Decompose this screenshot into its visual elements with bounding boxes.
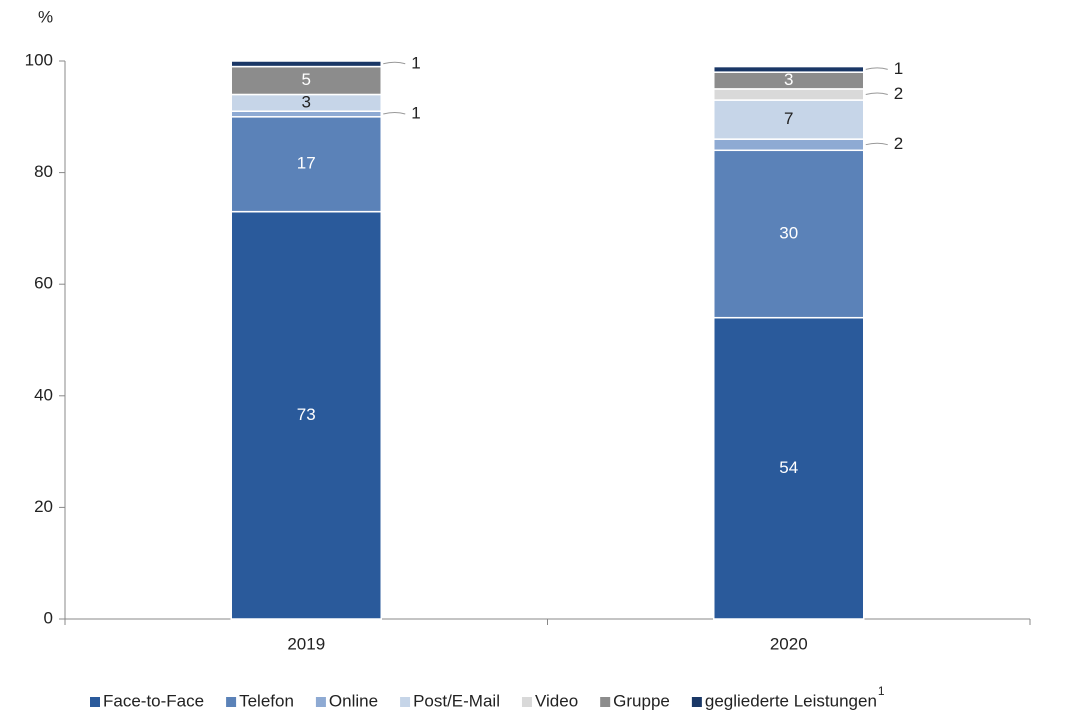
data-label: 2 [894, 134, 903, 153]
data-label: 17 [297, 154, 316, 173]
legend-label: Telefon [239, 691, 294, 710]
legend-swatch [90, 697, 100, 707]
legend-swatch [521, 697, 532, 707]
leader-line [865, 142, 888, 146]
bar-segment [230, 65, 382, 96]
x-tick-label: 2020 [770, 634, 808, 653]
legend-label: Face-to-Face [103, 691, 204, 710]
bar-segment [713, 149, 865, 319]
data-label: 1 [894, 59, 903, 78]
y-tick-label: 40 [34, 385, 53, 404]
bar-segment [230, 210, 382, 620]
bar-segment [230, 110, 382, 118]
bar-segment [230, 116, 382, 213]
x-tick-label: 2019 [287, 634, 325, 653]
leader-line [383, 112, 406, 115]
data-label: 3 [784, 70, 793, 89]
legend-swatch [691, 697, 702, 707]
y-tick-label: 80 [34, 162, 53, 181]
data-label: 1 [411, 103, 420, 122]
legend-label: Online [329, 691, 378, 710]
bar-segment [713, 138, 865, 152]
data-label: 5 [302, 70, 311, 89]
data-label: 30 [779, 223, 798, 242]
legend-swatch [226, 697, 237, 707]
bar-segment [713, 316, 865, 620]
legend-label: Video [535, 691, 578, 710]
bar-segment [713, 88, 865, 101]
bar-segment [713, 99, 865, 140]
legend-swatch [315, 697, 326, 707]
y-tick-label: 20 [34, 497, 53, 516]
legend-label: Post/E-Mail [413, 691, 500, 710]
legend-swatch [600, 697, 611, 707]
y-tick-label: 60 [34, 274, 53, 293]
legend-label: Gruppe [613, 691, 670, 710]
y-tick-label: 0 [44, 608, 53, 627]
data-label: 7 [784, 109, 793, 128]
bar-segment [713, 65, 865, 73]
legend-swatch [400, 697, 411, 707]
data-label: 2 [894, 84, 903, 103]
data-label: 73 [297, 405, 316, 424]
legend-footnote: 1 [878, 684, 885, 698]
leader-line [865, 92, 888, 95]
y-unit: % [38, 7, 53, 26]
data-label: 1 [411, 53, 420, 72]
legend-label: gegliederte Leistungen [705, 691, 877, 710]
data-label: 3 [302, 92, 311, 111]
data-label: 54 [779, 458, 798, 477]
y-tick-label: 100 [25, 50, 53, 69]
leader-line [383, 61, 406, 65]
leader-line [865, 67, 888, 70]
bar-segment [230, 60, 382, 68]
